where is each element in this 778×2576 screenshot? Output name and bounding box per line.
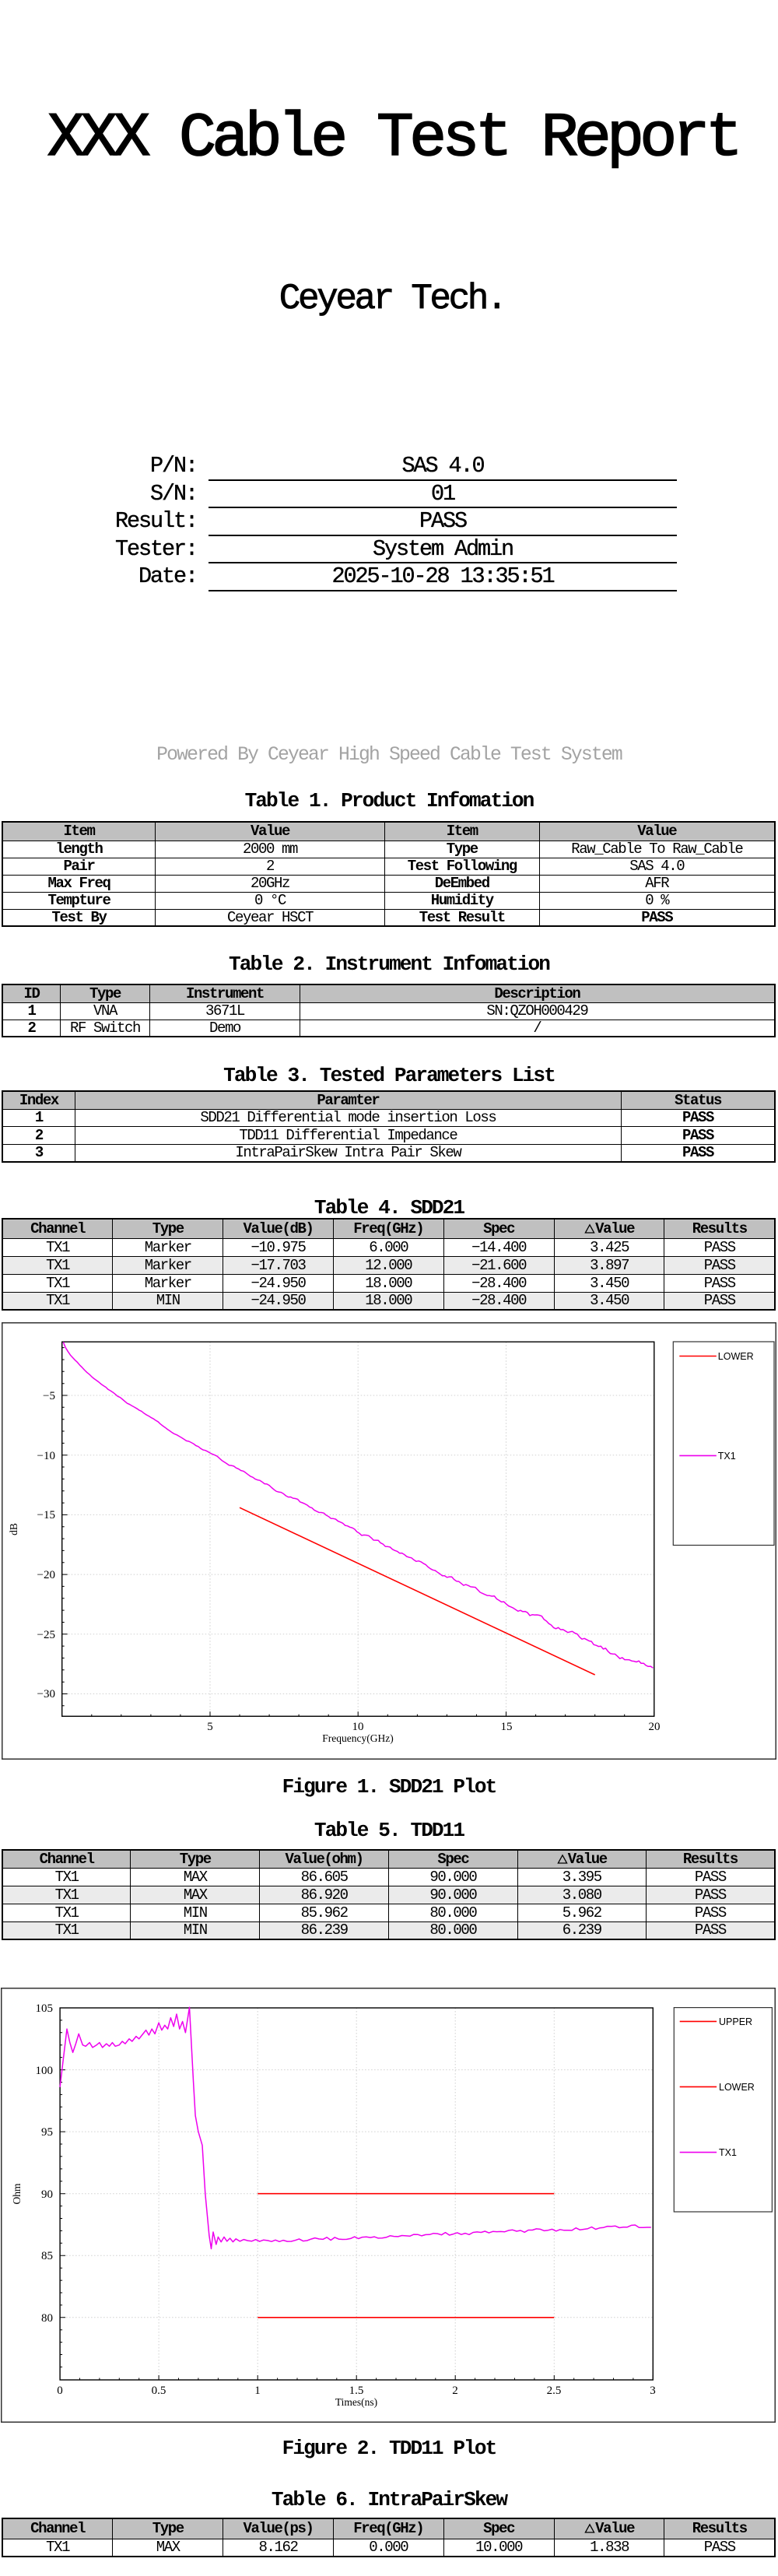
svg-text:3: 3 [650, 2385, 656, 2397]
svg-text:LOWER: LOWER [718, 1351, 754, 1362]
svg-text:0: 0 [57, 2385, 63, 2397]
svg-text:TX1: TX1 [719, 2147, 737, 2158]
svg-text:Frequency(GHz): Frequency(GHz) [322, 1732, 393, 1744]
svg-text:95: 95 [41, 2126, 53, 2139]
svg-text:1.5: 1.5 [349, 2385, 364, 2397]
svg-text:10: 10 [352, 1721, 364, 1733]
svg-text:−20: −20 [37, 1569, 55, 1581]
svg-text:LOWER: LOWER [719, 2082, 755, 2093]
svg-text:2.5: 2.5 [547, 2385, 562, 2397]
svg-text:15: 15 [501, 1721, 513, 1733]
svg-text:85: 85 [41, 2250, 53, 2262]
svg-text:0.5: 0.5 [152, 2385, 166, 2397]
svg-text:105: 105 [36, 2002, 54, 2015]
svg-text:TX1: TX1 [718, 1451, 736, 1462]
svg-text:−10: −10 [37, 1450, 55, 1462]
svg-text:Times(ns): Times(ns) [335, 2396, 377, 2408]
svg-text:90: 90 [41, 2188, 53, 2201]
svg-text:Ohm: Ohm [11, 2183, 23, 2204]
svg-text:2: 2 [452, 2385, 458, 2397]
svg-text:dB: dB [8, 1523, 19, 1535]
svg-text:−30: −30 [37, 1688, 55, 1700]
svg-text:5: 5 [207, 1721, 213, 1733]
svg-text:−15: −15 [37, 1509, 55, 1521]
svg-text:80: 80 [41, 2312, 53, 2325]
svg-text:−25: −25 [37, 1629, 55, 1641]
svg-text:1: 1 [254, 2385, 261, 2397]
svg-text:UPPER: UPPER [719, 2016, 752, 2027]
svg-text:20: 20 [649, 1721, 661, 1733]
svg-text:−5: −5 [43, 1390, 55, 1402]
svg-text:100: 100 [36, 2065, 54, 2077]
